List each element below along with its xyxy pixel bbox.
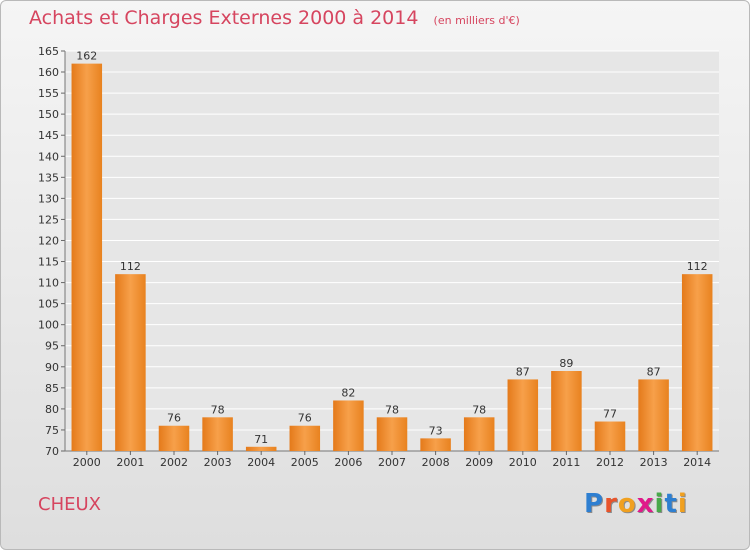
bar — [333, 400, 364, 451]
bar-value-label: 71 — [254, 433, 268, 446]
x-tick-label: 2008 — [422, 456, 450, 469]
x-tick-label: 2003 — [204, 456, 232, 469]
bar — [420, 438, 451, 451]
y-tick-label: 165 — [38, 45, 59, 58]
x-tick-label: 2005 — [291, 456, 319, 469]
x-tick-label: 2000 — [73, 456, 101, 469]
y-tick-label: 85 — [45, 382, 59, 395]
x-tick-label: 2004 — [247, 456, 275, 469]
y-tick-label: 95 — [45, 340, 59, 353]
y-tick-label: 105 — [38, 298, 59, 311]
y-tick-label: 125 — [38, 213, 59, 226]
bar-chart: 70 75 80 85 90 95 100 105 110 115 120 125 130 135 140 1… — [38, 45, 719, 469]
bar — [594, 421, 626, 451]
logo-letter: r — [604, 489, 618, 519]
bar — [245, 446, 277, 451]
x-tick-label: 2009 — [465, 456, 493, 469]
x-tick-label: 2013 — [640, 456, 668, 469]
y-tick-label: 90 — [45, 361, 59, 374]
x-tick-label: 2001 — [116, 456, 144, 469]
bar-value-label: 112 — [120, 260, 141, 273]
x-tick-label: 2006 — [334, 456, 362, 469]
y-tick-label: 155 — [38, 87, 59, 100]
bar — [638, 379, 669, 451]
y-tick-label: 145 — [38, 129, 59, 142]
bar — [463, 417, 495, 451]
y-tick-label: 100 — [38, 319, 59, 332]
chart-unit: (en milliers d'€) — [433, 14, 520, 27]
bar-value-label: 82 — [341, 386, 355, 399]
bar — [289, 425, 321, 451]
bar-value-label: 76 — [298, 412, 312, 425]
chart-title: Achats et Charges Externes 2000 à 2014 — [29, 7, 419, 29]
y-tick-label: 110 — [38, 277, 59, 290]
y-tick-label: 120 — [38, 234, 59, 247]
y-tick-label: 115 — [38, 256, 59, 269]
y-tick-label: 135 — [38, 171, 59, 184]
bar-value-label: 112 — [687, 260, 708, 273]
logo-letter: P — [584, 489, 605, 519]
bar — [507, 379, 539, 451]
y-tick-label: 150 — [38, 108, 59, 121]
bar-value-label: 78 — [385, 403, 399, 416]
y-tick-label: 80 — [45, 403, 59, 416]
y-tick-label: 70 — [45, 445, 59, 458]
bar — [681, 274, 713, 451]
y-tick-label: 75 — [45, 424, 59, 437]
bar-value-label: 87 — [516, 365, 530, 378]
title-row: Achats et Charges Externes 2000 à 2014 (… — [29, 7, 520, 29]
plot-area — [65, 51, 719, 451]
x-tick-label: 2012 — [596, 456, 624, 469]
x-tick-label: 2002 — [160, 456, 188, 469]
bar — [158, 425, 190, 451]
y-tick-label: 130 — [38, 192, 59, 205]
bar — [202, 417, 233, 451]
logo-letter: t — [664, 489, 678, 519]
bar — [376, 417, 408, 451]
bar-value-label: 87 — [647, 365, 661, 378]
logo-letter: o — [617, 489, 637, 519]
bar-value-label: 89 — [559, 357, 573, 370]
commune-name: CHEUX — [38, 494, 101, 515]
x-tick-label: 2014 — [683, 456, 711, 469]
bar — [115, 274, 146, 451]
x-tick-label: 2010 — [509, 456, 537, 469]
x-tick-label: 2011 — [552, 456, 580, 469]
y-tick-label: 140 — [38, 150, 59, 163]
bar-value-label: 78 — [211, 403, 225, 416]
bar-value-label: 73 — [429, 424, 443, 437]
proxiti-logo[interactable]: Proxiti — [584, 489, 688, 519]
bar — [71, 63, 103, 451]
bar-value-label: 162 — [76, 50, 97, 63]
logo-letter: x — [636, 489, 655, 519]
bar — [551, 371, 582, 451]
y-tick-label: 160 — [38, 66, 59, 79]
logo-letter: i — [654, 489, 665, 519]
x-tick-label: 2007 — [378, 456, 406, 469]
logo-letter: i — [677, 489, 688, 519]
bar-value-label: 78 — [472, 403, 486, 416]
bar-value-label: 76 — [167, 412, 181, 425]
bar-value-label: 77 — [603, 408, 617, 421]
